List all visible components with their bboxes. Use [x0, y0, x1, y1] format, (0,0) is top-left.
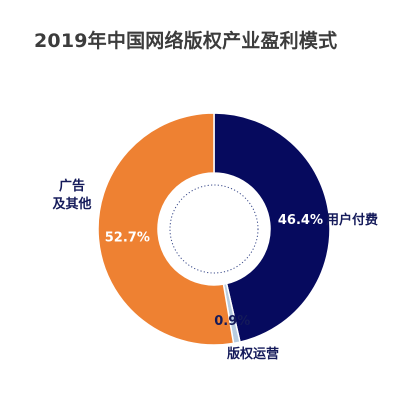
slice-value-labels: 46.4% 0.9% 52.7% [105, 213, 323, 329]
slice-value-label: 52.7% [105, 230, 150, 245]
slice-name-label-line: 及其他 [52, 196, 91, 212]
slice-name-label: 广告及其他 [52, 178, 91, 212]
slice-3 [97, 112, 235, 346]
slice-1 [213, 112, 331, 343]
slice-name-label-line: 广告 [59, 178, 85, 194]
slice-value-label: 46.4% [278, 213, 323, 228]
slice-value-label: 0.9% [214, 314, 250, 329]
donut-slices [97, 112, 331, 346]
donut-hole-dotted-ring [169, 184, 259, 274]
chart-title: 2019年中国网络版权产业盈利模式 [34, 30, 338, 52]
slice-name-label: 版权运营 [227, 346, 279, 362]
slice-name-label: 用户付费 [325, 212, 378, 228]
donut-hole [159, 174, 269, 284]
